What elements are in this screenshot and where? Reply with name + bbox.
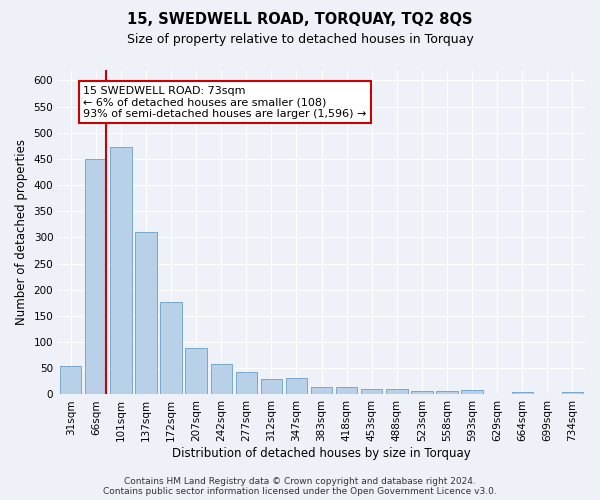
Text: 15, SWEDWELL ROAD, TORQUAY, TQ2 8QS: 15, SWEDWELL ROAD, TORQUAY, TQ2 8QS: [127, 12, 473, 28]
Bar: [286, 378, 307, 394]
Bar: [336, 386, 358, 394]
Bar: [60, 366, 82, 394]
Bar: [361, 389, 382, 394]
Bar: [411, 392, 433, 394]
Text: Size of property relative to detached houses in Torquay: Size of property relative to detached ho…: [127, 32, 473, 46]
Bar: [261, 379, 282, 394]
Bar: [185, 348, 207, 395]
Text: Contains HM Land Registry data © Crown copyright and database right 2024.
Contai: Contains HM Land Registry data © Crown c…: [103, 476, 497, 496]
Bar: [311, 386, 332, 394]
Bar: [461, 390, 483, 394]
Bar: [512, 392, 533, 394]
Bar: [110, 148, 131, 394]
Bar: [436, 392, 458, 394]
Bar: [160, 302, 182, 394]
X-axis label: Distribution of detached houses by size in Torquay: Distribution of detached houses by size …: [172, 447, 471, 460]
Bar: [562, 392, 583, 394]
Bar: [236, 372, 257, 394]
Text: 15 SWEDWELL ROAD: 73sqm
← 6% of detached houses are smaller (108)
93% of semi-de: 15 SWEDWELL ROAD: 73sqm ← 6% of detached…: [83, 86, 367, 119]
Y-axis label: Number of detached properties: Number of detached properties: [15, 139, 28, 325]
Bar: [211, 364, 232, 394]
Bar: [85, 159, 106, 394]
Bar: [386, 389, 407, 394]
Bar: [136, 232, 157, 394]
